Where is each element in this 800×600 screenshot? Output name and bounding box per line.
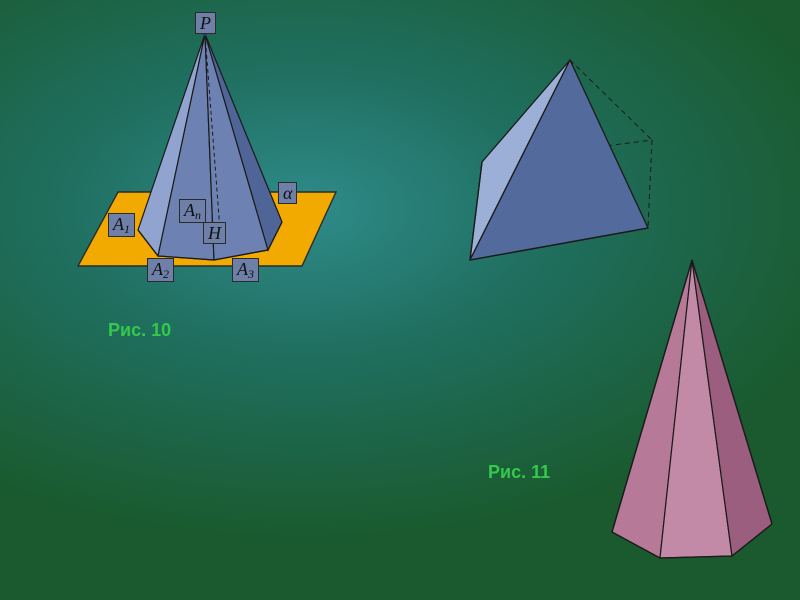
vertex-label-H: H	[203, 222, 226, 244]
vertex-label-A1: A1	[108, 213, 135, 237]
vertex-label-An: An	[179, 199, 206, 223]
caption-fig10: Рис. 10	[108, 320, 171, 341]
vertex-label-alpha: α	[278, 182, 297, 204]
vertex-label-A3: A3	[232, 258, 259, 282]
vertex-label-A2: A2	[147, 258, 174, 282]
diagram-stage: P α A1 An H A2 A3 Рис. 10 Рис. 11	[0, 0, 800, 600]
caption-fig11: Рис. 11	[488, 462, 550, 483]
vertex-label-P: P	[195, 12, 216, 34]
diagram-svg	[0, 0, 800, 600]
